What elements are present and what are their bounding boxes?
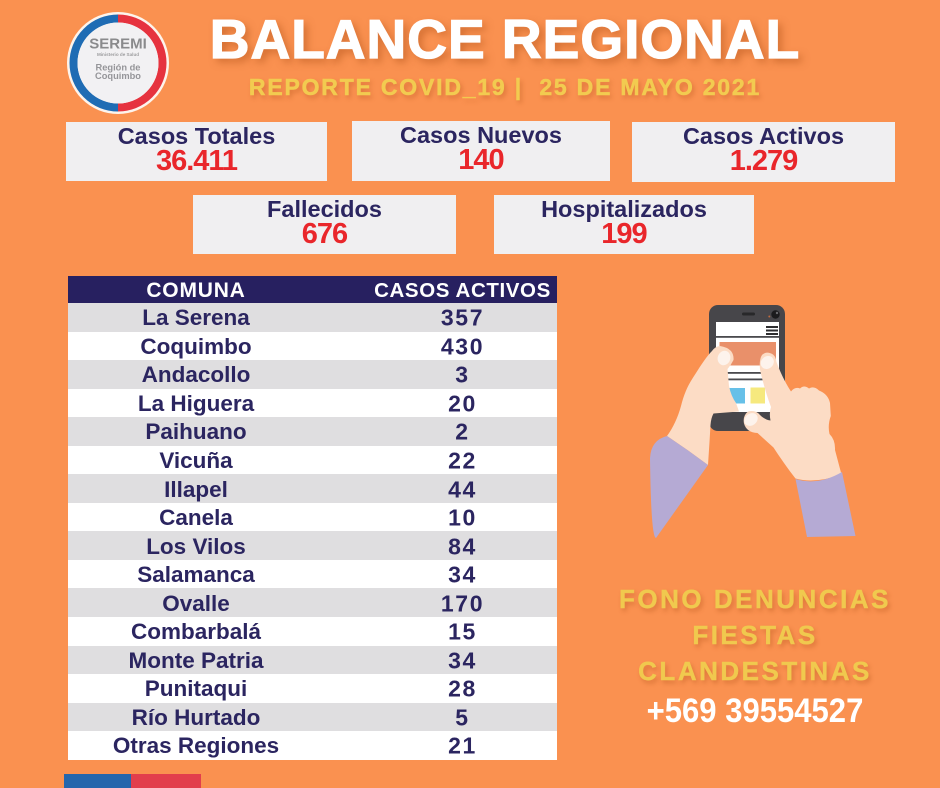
svg-text:Coquimbo: Coquimbo	[95, 71, 141, 81]
svg-text:Ministerio de Salud: Ministerio de Salud	[97, 52, 139, 57]
svg-text:SEREMI: SEREMI	[89, 36, 147, 53]
svg-text:Región de: Región de	[96, 63, 141, 73]
